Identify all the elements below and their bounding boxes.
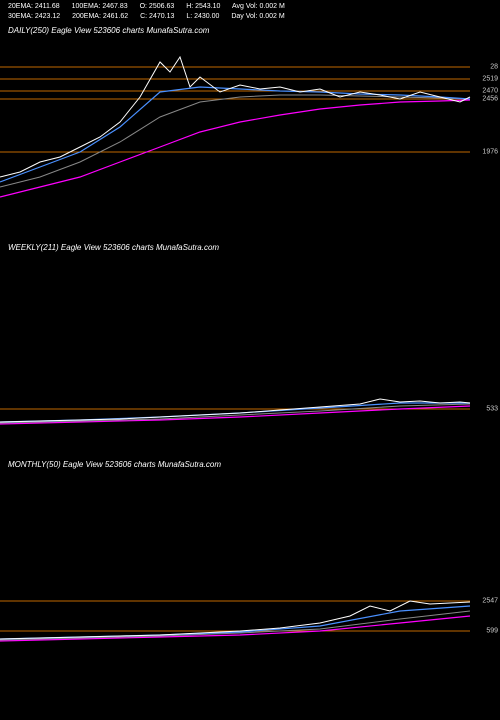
y-axis-label: 599 [486, 628, 498, 635]
close-value: C: 2470.13 [140, 13, 174, 20]
dayvol-value: Day Vol: 0.002 M [231, 13, 284, 20]
y-axis-label: 533 [486, 406, 498, 413]
y-axis-label: 2456 [482, 96, 498, 103]
header-row-2: 30EMA: 2423.12 200EMA: 2461.62 C: 2470.1… [0, 10, 500, 20]
y-axis-label: 2470 [482, 88, 498, 95]
chart-panel-1: 533 [0, 254, 500, 454]
charts-container: DAILY(250) Eagle View 523606 charts Muna… [0, 20, 500, 671]
chart-title-2: MONTHLY(50) Eagle View 523606 charts Mun… [0, 454, 500, 471]
chart-svg-2 [0, 471, 500, 671]
y-axis-label: 28 [490, 64, 498, 71]
low-value: L: 2430.00 [186, 13, 219, 20]
avgvol-value: Avg Vol: 0.002 M [232, 3, 285, 10]
y-axis-label: 2519 [482, 76, 498, 83]
header-row-1: 20EMA: 2411.68 100EMA: 2467.83 O: 2506.6… [0, 0, 500, 10]
chart-svg-1 [0, 254, 500, 454]
high-value: H: 2543.10 [186, 3, 220, 10]
ema20-value: 20EMA: 2411.68 [8, 3, 60, 10]
chart-title-1: WEEKLY(211) Eagle View 523606 charts Mun… [0, 237, 500, 254]
y-axis-label: 1976 [482, 149, 498, 156]
chart-panel-2: 2547 599 [0, 471, 500, 671]
y-axis-label: 2547 [482, 598, 498, 605]
ema100-value: 100EMA: 2467.83 [72, 3, 128, 10]
chart-svg-0 [0, 37, 500, 237]
chart-panel-0: 28 2519 24702456 1976 [0, 37, 500, 237]
chart-title-0: DAILY(250) Eagle View 523606 charts Muna… [0, 20, 500, 37]
ema30-value: 30EMA: 2423.12 [8, 13, 60, 20]
open-value: O: 2506.63 [140, 3, 175, 10]
ema200-value: 200EMA: 2461.62 [72, 13, 128, 20]
